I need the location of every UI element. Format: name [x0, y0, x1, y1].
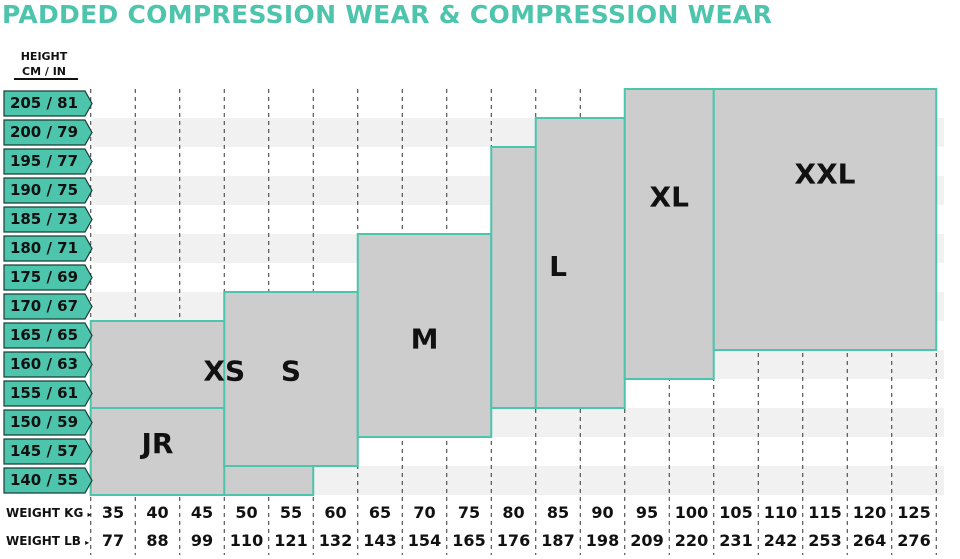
weight-lb-tick: 198 [585, 531, 620, 550]
height-tick: 185 / 73 [3, 206, 93, 233]
height-tick: 165 / 65 [3, 322, 93, 349]
height-tick-label: 185 / 73 [9, 210, 79, 228]
size-box-xxl [712, 88, 938, 351]
weight-kg-tick: 115 [808, 503, 842, 522]
weight-lb-label: WEIGHT LB ▸ [6, 534, 90, 548]
height-tick-label: 165 / 65 [9, 326, 79, 344]
height-tick: 150 / 59 [3, 409, 93, 436]
weight-lb-tick: 176 [496, 531, 531, 550]
weight-kg-tick: 105 [719, 503, 753, 522]
weight-lb-tick: 88 [146, 531, 169, 550]
height-tick: 190 / 75 [3, 177, 93, 204]
height-tick-label: 145 / 57 [9, 442, 79, 460]
weight-lb-tick: 264 [852, 531, 887, 550]
weight-lb-tick: 154 [407, 531, 442, 550]
size-box-m [356, 233, 493, 438]
height-tick: 175 / 69 [3, 264, 93, 291]
weight-lb-tick: 220 [674, 531, 709, 550]
weight-lb-tick: 132 [318, 531, 353, 550]
weight-lb-tick: 143 [363, 531, 397, 550]
weight-lb-tick: 231 [719, 531, 753, 550]
height-tick-label: 180 / 71 [9, 239, 79, 257]
height-tick: 180 / 71 [3, 235, 93, 262]
weight-kg-tick: 95 [635, 503, 659, 522]
weight-lb-tick: 99 [190, 531, 214, 550]
height-tick: 170 / 67 [3, 293, 93, 320]
height-tick-label: 195 / 77 [9, 152, 79, 170]
weight-lb-tick: 209 [630, 531, 664, 550]
height-tick-label: 155 / 61 [9, 384, 79, 402]
height-tick: 195 / 77 [3, 148, 93, 175]
weight-kg-tick: 120 [852, 503, 887, 522]
size-label-m: M [411, 323, 439, 356]
weight-kg-tick: 90 [591, 503, 614, 522]
weight-lb-tick: 253 [808, 531, 842, 550]
weight-kg-tick: 50 [235, 503, 258, 522]
height-tick: 160 / 63 [3, 351, 93, 378]
size-label-s: S [281, 355, 301, 388]
weight-kg-tick: 80 [502, 503, 525, 522]
size-label-l: L [549, 250, 567, 283]
size-label-xs: XS [203, 355, 245, 388]
height-tick-label: 170 / 67 [9, 297, 79, 315]
weight-kg-tick: 40 [146, 503, 169, 522]
page-title: PADDED COMPRESSION WEAR & COMPRESSION WE… [2, 0, 773, 29]
weight-lb-tick: 77 [101, 531, 125, 550]
weight-kg-tick: 45 [190, 503, 214, 522]
height-tick-label: 190 / 75 [9, 181, 79, 199]
weight-kg-tick: 55 [279, 503, 303, 522]
height-tick: 140 / 55 [3, 467, 93, 494]
weight-lb-tick: 121 [274, 531, 308, 550]
weight-kg-tick: 85 [546, 503, 570, 522]
size-label-jr: JR [140, 427, 174, 460]
weight-lb-tick: 110 [229, 531, 264, 550]
size-box-s [223, 291, 359, 467]
height-axis-unit-label: CM / IN [22, 65, 66, 78]
height-tick: 155 / 61 [3, 380, 93, 407]
height-tick-label: 205 / 81 [9, 94, 79, 112]
weight-lb-tick: 242 [763, 531, 798, 550]
height-tick-label: 160 / 63 [9, 355, 79, 373]
size-box-xl [623, 88, 715, 380]
height-tick-label: 175 / 69 [9, 268, 79, 286]
height-axis-label: HEIGHT [20, 50, 68, 63]
weight-kg-tick: 75 [457, 503, 481, 522]
weight-kg-tick: 100 [674, 503, 709, 522]
height-axis-underline [14, 78, 78, 80]
weight-kg-tick: 65 [368, 503, 392, 522]
weight-lb-tick: 165 [452, 531, 486, 550]
height-tick-label: 150 / 59 [9, 413, 79, 431]
weight-kg-tick: 35 [101, 503, 125, 522]
weight-kg-tick: 60 [324, 503, 347, 522]
height-tick: 145 / 57 [3, 438, 93, 465]
height-tick: 200 / 79 [3, 119, 93, 146]
weight-kg-tick: 110 [763, 503, 798, 522]
weight-kg-tick: 125 [897, 503, 931, 522]
height-tick: 205 / 81 [3, 90, 93, 117]
height-tick-label: 140 / 55 [9, 471, 79, 489]
weight-kg-label: WEIGHT KG ▸ [6, 506, 92, 520]
size-box-jr [89, 407, 226, 496]
weight-kg-tick: 70 [413, 503, 436, 522]
size-label-xl: XL [650, 181, 690, 214]
size-label-xxl: XXL [794, 157, 855, 190]
weight-lb-tick: 187 [541, 531, 575, 550]
height-tick-label: 200 / 79 [9, 123, 79, 141]
weight-lb-tick: 276 [897, 531, 931, 550]
